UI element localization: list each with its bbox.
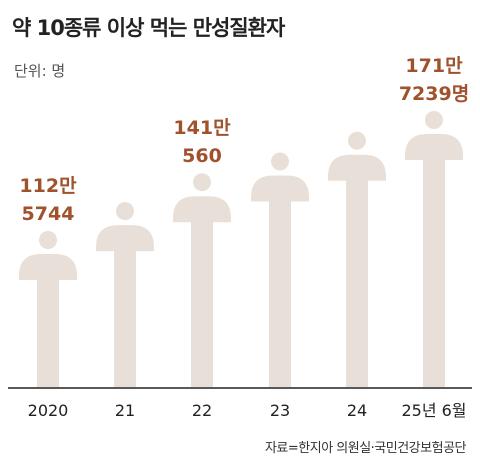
figure-head [271,152,289,171]
figure-head [39,231,57,249]
figure-body [19,254,77,387]
figure-head [193,173,211,192]
chart-title: 약 10종류 이상 먹는 만성질환자 [12,16,285,40]
x-tick-label: 22 [192,401,212,420]
figure-body [96,225,154,387]
data-label: 112만 [19,175,77,197]
figure-bar [328,131,386,387]
figure-bar [19,231,77,387]
figure-bar [405,111,463,387]
data-label: 560 [182,145,222,167]
figure-body [251,175,309,387]
figure-head [348,131,366,150]
x-tick-label: 24 [347,401,367,420]
data-label: 7239명 [399,83,469,105]
figure-bar [96,202,154,387]
figure-bar [173,173,231,387]
data-label: 5744 [22,203,75,225]
figure-head [116,202,134,221]
figure-head [425,111,443,129]
figure-bar [251,152,309,387]
figure-body [405,134,463,387]
source-note: 자료=한지아 의원실·국민건강보험공단 [264,441,467,456]
figure-body [173,196,231,387]
data-label: 171만 [405,55,463,77]
x-tick-label: 25년 6월 [401,401,466,420]
unit-label: 단위: 명 [14,62,66,80]
x-tick-label: 2020 [28,401,69,420]
data-label: 141만 [173,117,231,139]
figure-body [328,154,386,387]
x-tick-label: 23 [270,401,290,420]
x-tick-label: 21 [115,401,135,420]
